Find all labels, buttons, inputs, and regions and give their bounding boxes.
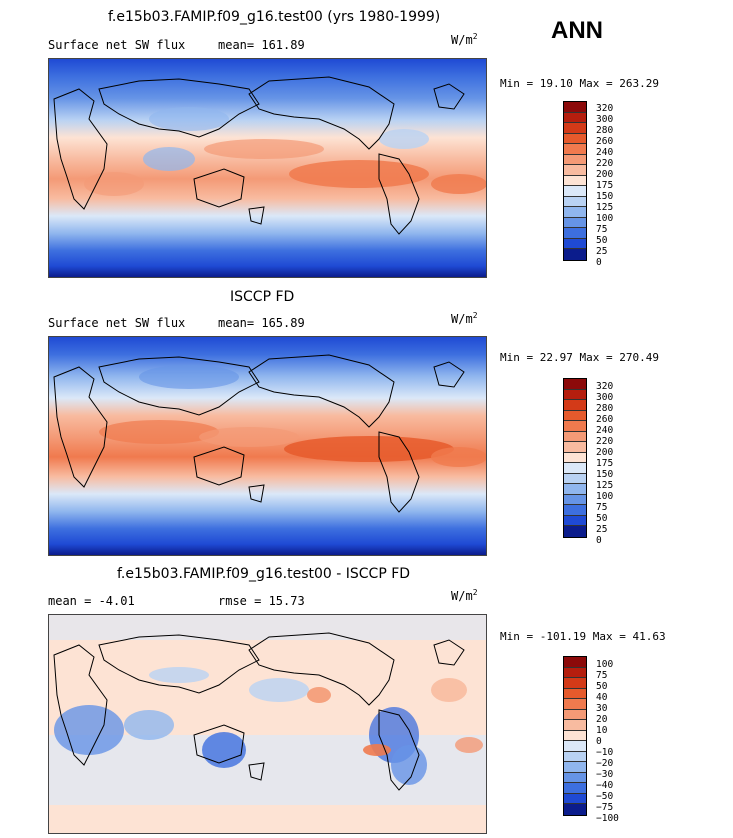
tick-label: 150 (596, 191, 614, 202)
panel1-variable-label: Surface net SW flux (48, 38, 186, 52)
tick-label: 100 (596, 213, 614, 224)
panel2-variable-label: Surface net SW flux (48, 316, 186, 330)
tick-label: −50 (596, 791, 614, 802)
tick-label: 100 (596, 659, 614, 670)
tick-label: 20 (596, 714, 608, 725)
tick-label: −100 (596, 813, 619, 824)
panel3-units: W/m2 (451, 588, 478, 603)
panel2-minmax: Min = 22.97 Max = 270.49 (500, 351, 659, 364)
tick-label: 260 (596, 136, 614, 147)
panel3-rmse: rmse = 15.73 (218, 594, 305, 608)
tick-label: 0 (596, 535, 602, 546)
tick-label: 300 (596, 392, 614, 403)
panel1-units: W/m2 (451, 32, 478, 47)
tick-label: −30 (596, 769, 614, 780)
tick-label: 30 (596, 703, 608, 714)
tick-label: 220 (596, 158, 614, 169)
panel1-map (48, 58, 487, 278)
tick-label: 125 (596, 202, 614, 213)
tick-label: −75 (596, 802, 614, 813)
tick-label: 240 (596, 425, 614, 436)
tick-label: 200 (596, 169, 614, 180)
panel2-map (48, 336, 487, 556)
panel1-colorbar (563, 101, 587, 261)
tick-label: −10 (596, 747, 614, 758)
panel2-units: W/m2 (451, 311, 478, 326)
tick-label: 150 (596, 469, 614, 480)
tick-label: 25 (596, 524, 608, 535)
tick-label: 10 (596, 725, 608, 736)
panel3-map (48, 614, 487, 834)
tick-label: 280 (596, 125, 614, 136)
panel2-mean: mean= 165.89 (218, 316, 305, 330)
tick-label: 280 (596, 403, 614, 414)
tick-label: 175 (596, 458, 614, 469)
tick-label: 300 (596, 114, 614, 125)
tick-label: 50 (596, 513, 608, 524)
tick-label: 75 (596, 502, 608, 513)
tick-label: 0 (596, 736, 602, 747)
panel3-colorbar (563, 656, 587, 816)
tick-label: 75 (596, 224, 608, 235)
tick-label: 125 (596, 480, 614, 491)
panel3-mean: mean = -4.01 (48, 594, 135, 608)
tick-label: 25 (596, 246, 608, 257)
tick-label: 40 (596, 692, 608, 703)
panel2-colorbar (563, 378, 587, 538)
tick-label: 220 (596, 436, 614, 447)
main-title: f.e15b03.FAMIP.f09_g16.test00 (yrs 1980-… (108, 9, 441, 25)
tick-label: 320 (596, 103, 614, 114)
tick-label: 0 (596, 257, 602, 268)
tick-label: −40 (596, 780, 614, 791)
tick-label: 200 (596, 447, 614, 458)
tick-label: −20 (596, 758, 614, 769)
panel3-title: f.e15b03.FAMIP.f09_g16.test00 - ISCCP FD (117, 566, 411, 582)
panel1-minmax: Min = 19.10 Max = 263.29 (500, 77, 659, 90)
tick-label: 75 (596, 670, 608, 681)
tick-label: 100 (596, 491, 614, 502)
tick-label: 50 (596, 235, 608, 246)
tick-label: 260 (596, 414, 614, 425)
panel2-title: ISCCP FD (230, 289, 295, 305)
tick-label: 175 (596, 180, 614, 191)
tick-label: 240 (596, 147, 614, 158)
season-label: ANN (551, 17, 603, 44)
tick-label: 320 (596, 381, 614, 392)
panel3-minmax: Min = -101.19 Max = 41.63 (500, 630, 666, 643)
tick-label: 50 (596, 681, 608, 692)
panel1-mean: mean= 161.89 (218, 38, 305, 52)
